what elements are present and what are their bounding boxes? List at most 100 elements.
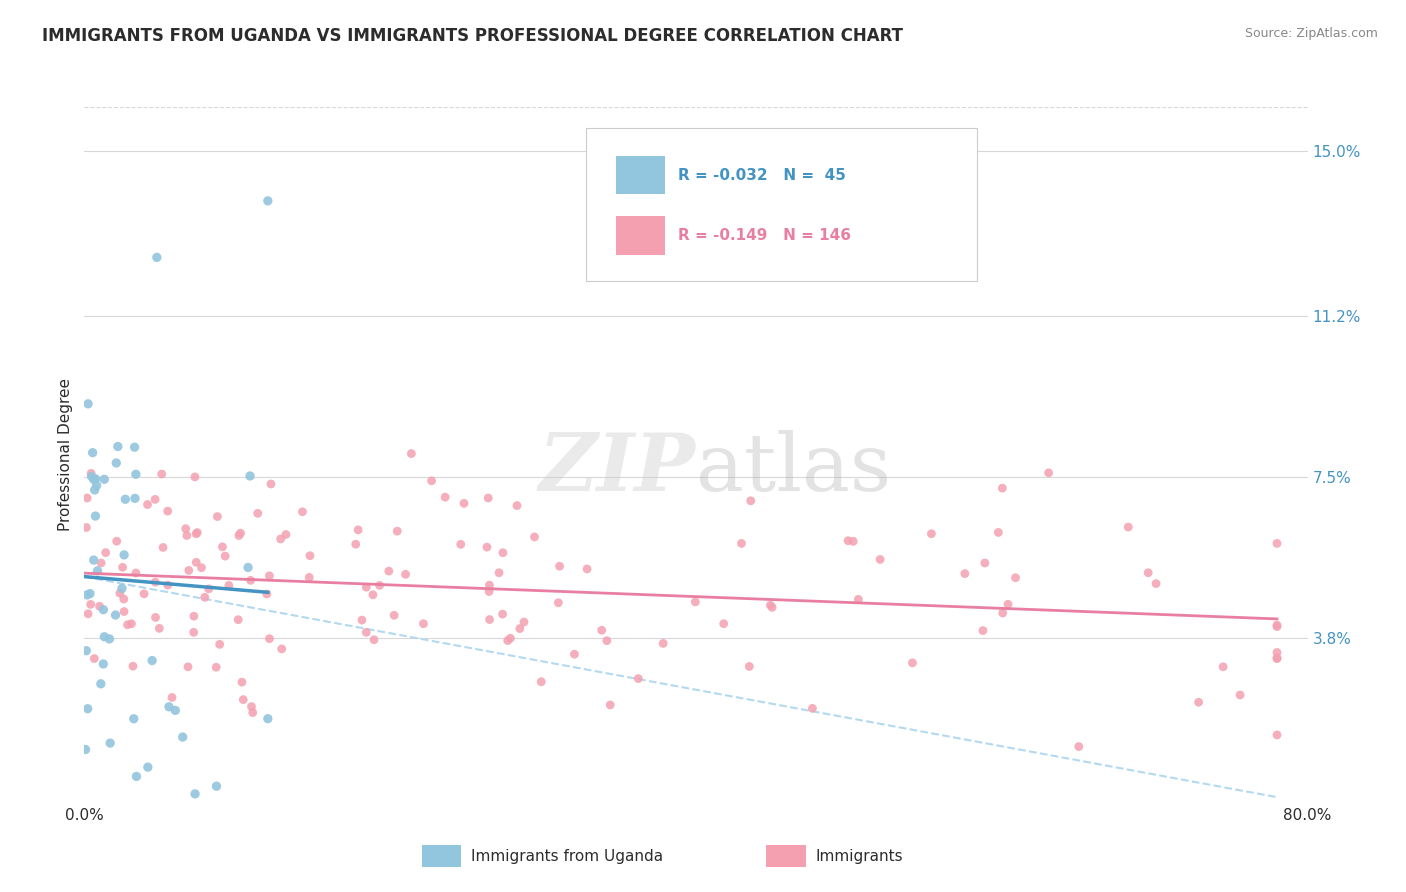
Point <box>394 567 416 582</box>
Point <box>356 625 378 640</box>
Point <box>86 478 108 492</box>
Point <box>77 607 100 621</box>
Point <box>256 587 278 601</box>
Point <box>1265 645 1288 659</box>
Point <box>184 526 207 541</box>
Point <box>488 566 510 580</box>
Text: R = -0.149   N = 146: R = -0.149 N = 146 <box>678 228 851 244</box>
Point <box>84 472 107 486</box>
Point <box>713 616 735 631</box>
Point <box>842 534 865 549</box>
Point <box>98 736 121 750</box>
Point <box>740 493 762 508</box>
Point <box>1116 520 1139 534</box>
Point <box>382 608 405 623</box>
Point <box>104 607 127 622</box>
Point <box>146 251 169 265</box>
Point <box>117 617 139 632</box>
Point <box>111 582 134 596</box>
Point <box>77 397 100 411</box>
Point <box>1137 566 1160 580</box>
Point <box>125 769 148 783</box>
Point <box>120 616 142 631</box>
Point <box>79 586 101 600</box>
Point <box>453 496 475 510</box>
Point <box>141 654 163 668</box>
Point <box>205 660 228 674</box>
Point <box>122 712 145 726</box>
Point <box>499 632 522 646</box>
Point <box>801 701 824 715</box>
Point <box>259 568 281 582</box>
Point <box>124 491 146 506</box>
Point <box>122 659 145 673</box>
Text: Immigrants from Uganda: Immigrants from Uganda <box>471 849 664 863</box>
Point <box>174 522 197 536</box>
Point <box>93 630 115 644</box>
Point <box>112 548 135 562</box>
Point <box>76 491 98 505</box>
Point <box>231 675 253 690</box>
Point <box>75 644 97 658</box>
Point <box>125 467 148 482</box>
Point <box>86 564 108 578</box>
Text: ZIP: ZIP <box>538 430 696 508</box>
Point <box>80 469 103 483</box>
Point <box>368 578 391 592</box>
Point <box>107 440 129 454</box>
Point <box>93 472 115 486</box>
Point <box>111 560 134 574</box>
Point <box>172 730 194 744</box>
Point <box>991 481 1014 495</box>
Point <box>114 492 136 507</box>
Point <box>509 622 531 636</box>
Point <box>759 599 782 613</box>
Point <box>83 472 105 486</box>
Point <box>291 505 314 519</box>
Point <box>652 636 675 650</box>
Point <box>1004 571 1026 585</box>
Point <box>547 596 569 610</box>
Point <box>218 578 240 592</box>
Point <box>596 633 619 648</box>
Point <box>105 534 128 549</box>
Point <box>548 559 571 574</box>
Point <box>491 607 513 621</box>
Y-axis label: Professional Degree: Professional Degree <box>58 378 73 532</box>
Point <box>412 616 434 631</box>
Point <box>434 490 457 504</box>
Point <box>420 474 443 488</box>
Point <box>228 528 250 542</box>
Point <box>156 504 179 518</box>
Point <box>75 520 97 534</box>
Point <box>953 566 976 581</box>
Point <box>143 575 166 590</box>
Point <box>184 787 207 801</box>
Point <box>1038 466 1060 480</box>
Point <box>523 530 546 544</box>
Point <box>530 674 553 689</box>
Point <box>90 556 112 570</box>
Point <box>83 483 105 497</box>
Point <box>94 546 117 560</box>
Point <box>211 540 233 554</box>
Point <box>184 470 207 484</box>
Point <box>259 632 281 646</box>
Point <box>730 536 752 550</box>
Point <box>761 600 783 615</box>
Point <box>920 526 942 541</box>
Point <box>492 546 515 560</box>
Point <box>156 578 179 592</box>
Point <box>93 603 115 617</box>
Point <box>627 672 650 686</box>
Point <box>387 524 409 538</box>
Point <box>1067 739 1090 754</box>
Point <box>972 624 994 638</box>
Point <box>378 564 401 578</box>
Point <box>205 779 228 793</box>
Point <box>246 506 269 520</box>
Point <box>165 703 187 717</box>
Point <box>478 613 501 627</box>
Point <box>136 760 159 774</box>
Point <box>738 659 761 673</box>
